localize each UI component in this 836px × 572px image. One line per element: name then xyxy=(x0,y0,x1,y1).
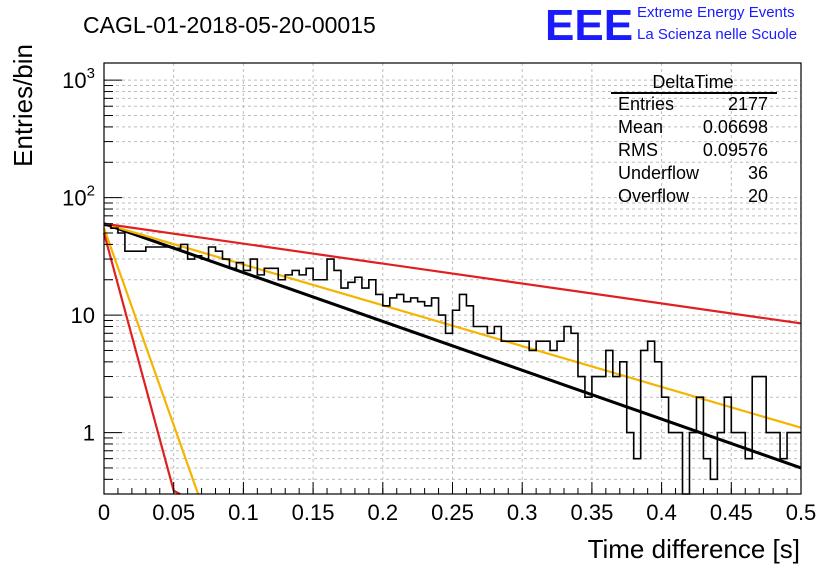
stats-label: Mean xyxy=(618,117,663,137)
fit-line-5 xyxy=(102,232,181,495)
x-tick-labels: 0 0.05 0.1 0.15 0.2 0.25 0.3 0.35 0.4 0.45 0.5 xyxy=(98,500,816,525)
stats-title: DeltaTime xyxy=(652,72,733,92)
x-tick-label: 0.35 xyxy=(570,500,613,525)
logo-line-1: Extreme Energy Events xyxy=(637,4,795,21)
y-tick-label: 103 xyxy=(62,65,95,93)
y-tick-labels: 1 10 102 103 xyxy=(62,65,95,445)
eee-logo: EEE Extreme Energy Events La Scienza nel… xyxy=(545,1,797,50)
x-tick-label: 0.15 xyxy=(292,500,335,525)
stats-value: 36 xyxy=(748,163,768,183)
x-tick-label: 0.05 xyxy=(152,500,195,525)
logo-line-2: La Scienza nelle Scuole xyxy=(637,26,797,43)
stats-value: 0.09576 xyxy=(703,140,768,160)
x-tick-label: 0.3 xyxy=(507,500,538,525)
x-tick-label: 0.1 xyxy=(228,500,259,525)
stats-label: Overflow xyxy=(618,186,690,206)
stats-rows: Entries 2177 Mean 0.06698 RMS 0.09576Underflo… xyxy=(618,94,768,206)
stats-value: 0.06698 xyxy=(703,117,768,137)
stats-label: Underflow xyxy=(618,163,700,183)
fit-line-3 xyxy=(103,222,802,325)
y-tick-label: 10 xyxy=(71,303,95,328)
stats-box: DeltaTime Entries 2177 Mean 0.06698 RMS 0.095… xyxy=(611,72,777,206)
histogram-outline xyxy=(104,224,801,495)
x-tick-label: 0 xyxy=(98,500,110,525)
logo-mark: EEE xyxy=(545,1,633,50)
axis-ticks xyxy=(103,79,802,495)
stats-value: 20 xyxy=(748,186,768,206)
x-tick-label: 0.5 xyxy=(786,500,817,525)
y-tick-label: 102 xyxy=(62,183,95,211)
fit-line-1 xyxy=(103,222,802,470)
stats-value: 2177 xyxy=(728,94,768,114)
x-axis-title: Time difference [s] xyxy=(588,534,800,564)
y-axis-title: Entries/bin xyxy=(8,44,38,167)
histogram-series xyxy=(104,224,801,495)
y-tick-label: 1 xyxy=(83,421,95,446)
stats-label: RMS xyxy=(618,140,658,160)
x-tick-label: 0.45 xyxy=(710,500,753,525)
chart-title: CAGL-01-2018-05-20-00015 xyxy=(83,12,376,38)
x-tick-label: 0.4 xyxy=(646,500,677,525)
x-tick-label: 0.25 xyxy=(431,500,474,525)
x-tick-label: 0.2 xyxy=(368,500,399,525)
fit-line-4 xyxy=(102,227,200,495)
stats-label: Entries xyxy=(618,94,674,114)
